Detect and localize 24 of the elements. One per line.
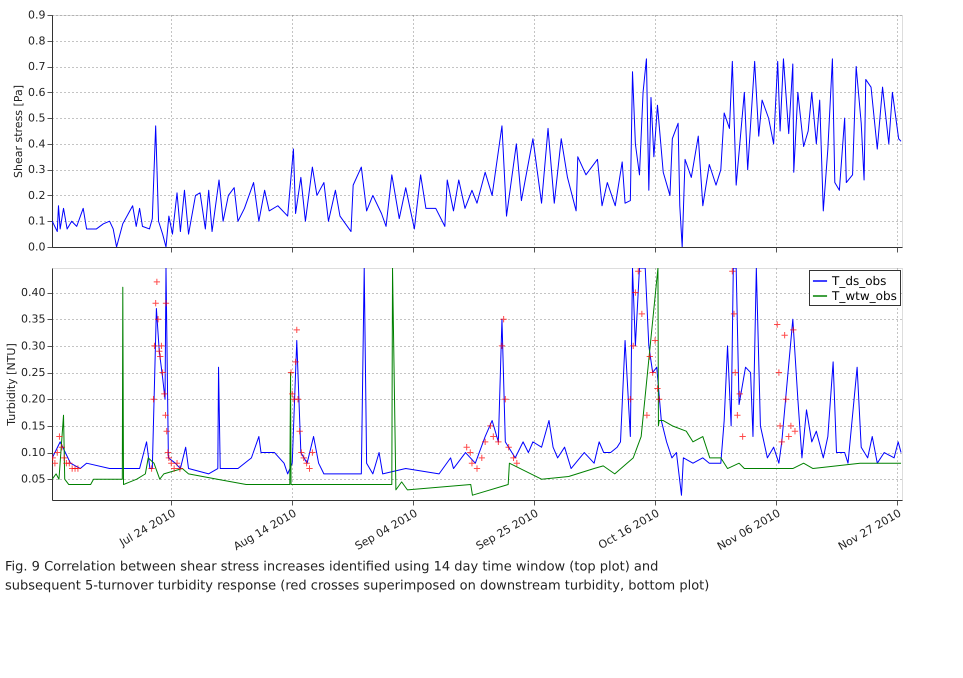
- y-tick-label: 0.05: [21, 472, 46, 486]
- y-tick-label: 0.1: [28, 214, 46, 228]
- y-tick-label: 0.30: [21, 339, 46, 352]
- y-tick-label: 0.8: [28, 34, 46, 48]
- y-tick-label: 0.4: [28, 137, 46, 150]
- y-axis-title: Turbidity [NTU]: [5, 343, 18, 427]
- y-tick-label: 0.6: [28, 86, 46, 99]
- line-series: [52, 268, 902, 496]
- y-tick-label: 0.15: [21, 419, 46, 432]
- legend-label: T_ds_obs: [831, 274, 886, 288]
- caption: Fig. 9 Correlation between shear stress increases identified using 14 day time window (top plot) and subsequent 5-turnover turbidity response (red crosses superimposed on downstream turbidity, bottom plot): [5, 559, 710, 594]
- y-tick-label: 0.20: [21, 392, 46, 406]
- y-tick-label: 0.10: [21, 446, 46, 460]
- y-tick-label: 0.25: [21, 366, 46, 380]
- y-tick-label: 0.9: [28, 8, 46, 22]
- y-tick-label: 0.0: [28, 240, 46, 254]
- y-tick-label: 0.5: [28, 112, 46, 125]
- legend-label: T_wtw_obs: [831, 289, 897, 303]
- y-tick-label: 0.35: [21, 312, 46, 326]
- y-tick-label: 0.40: [21, 286, 46, 300]
- y-tick-label: 0.3: [28, 163, 46, 176]
- y-axis-title: Shear stress [Pa]: [12, 85, 26, 178]
- y-tick-label: 0.7: [28, 60, 46, 74]
- y-tick-label: 0.2: [28, 188, 46, 202]
